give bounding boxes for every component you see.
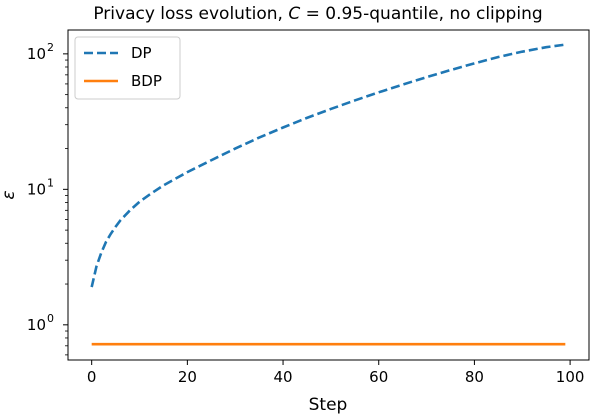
chart-title: Privacy loss evolution, C = 0.95-quantil… [93, 4, 542, 24]
x-tick-label: 60 [369, 368, 388, 386]
x-tick-label: 100 [556, 368, 585, 386]
plot-frame [67, 29, 590, 361]
y-tick-exponent: 2 [47, 41, 54, 54]
y-tick-exponent: 0 [47, 312, 54, 325]
series-layer [90, 43, 566, 346]
title-text-end: = 0.95-quantile, no clipping [300, 4, 542, 24]
x-axis-label: Step [309, 395, 348, 415]
x-tick-label: 20 [178, 368, 197, 386]
x-tick-label: 80 [465, 368, 484, 386]
y-axis-label: ε [0, 190, 19, 199]
y-tick-label: 10 [27, 180, 46, 198]
x-tick-label: 40 [274, 368, 293, 386]
legend-label-dp: DP [131, 44, 152, 62]
y-tick-label: 10 [27, 316, 46, 334]
series-line-dp [90, 43, 566, 288]
y-tick-label: 10 [27, 45, 46, 63]
legend-box [74, 36, 181, 100]
legend: DP BDP [74, 36, 181, 100]
title-variable: C [288, 4, 300, 24]
legend-label-bdp: BDP [131, 72, 162, 90]
x-tick-label: 0 [87, 368, 97, 386]
title-text-start: Privacy loss evolution, [93, 4, 288, 24]
y-tick-exponent: 1 [47, 176, 54, 189]
